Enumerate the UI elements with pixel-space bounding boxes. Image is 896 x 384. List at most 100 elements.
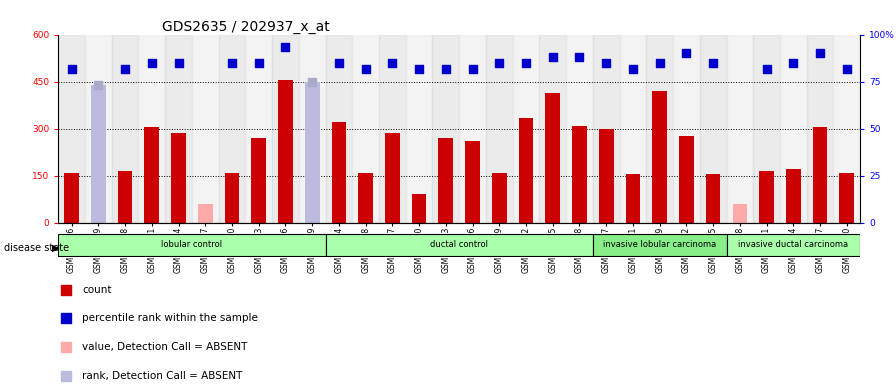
- Bar: [91, 182, 106, 223]
- Point: [546, 53, 560, 60]
- Point: [573, 53, 587, 60]
- Bar: [539, 35, 566, 223]
- Bar: [700, 35, 727, 223]
- Point: [439, 66, 453, 72]
- Point: [279, 44, 293, 50]
- Bar: [325, 233, 593, 256]
- Bar: [813, 127, 827, 223]
- Bar: [754, 35, 780, 223]
- Bar: [225, 172, 239, 223]
- Point: [118, 66, 133, 72]
- Point: [252, 60, 266, 66]
- Bar: [299, 35, 325, 223]
- Bar: [733, 204, 747, 223]
- Text: invasive ductal carcinoma: invasive ductal carcinoma: [738, 240, 849, 249]
- Bar: [679, 136, 694, 223]
- Point: [760, 66, 774, 72]
- Text: lobular control: lobular control: [161, 240, 222, 249]
- Point: [519, 60, 533, 66]
- Bar: [486, 35, 513, 223]
- Text: disease state: disease state: [4, 243, 70, 253]
- Point: [385, 60, 400, 66]
- Bar: [332, 122, 346, 223]
- Bar: [85, 35, 112, 223]
- Bar: [144, 127, 159, 223]
- Bar: [546, 93, 560, 223]
- Bar: [117, 171, 133, 223]
- Bar: [599, 129, 614, 223]
- Text: GDS2635 / 202937_x_at: GDS2635 / 202937_x_at: [162, 20, 331, 33]
- Bar: [706, 174, 720, 223]
- Bar: [625, 174, 641, 223]
- Bar: [305, 180, 320, 223]
- Point: [144, 60, 159, 66]
- Bar: [278, 80, 293, 223]
- Bar: [593, 35, 620, 223]
- Bar: [727, 233, 860, 256]
- Point: [465, 66, 479, 72]
- Point: [840, 66, 854, 72]
- Point: [706, 60, 720, 66]
- Bar: [58, 35, 85, 223]
- Point: [528, 250, 542, 256]
- Bar: [385, 133, 400, 223]
- Point: [412, 66, 426, 72]
- Bar: [833, 35, 860, 223]
- Bar: [492, 172, 506, 223]
- Bar: [91, 85, 106, 223]
- Point: [171, 60, 185, 66]
- Bar: [566, 35, 593, 223]
- Bar: [112, 35, 138, 223]
- Bar: [513, 35, 539, 223]
- Bar: [65, 172, 79, 223]
- Bar: [673, 35, 700, 223]
- Point: [358, 66, 373, 72]
- Bar: [652, 91, 667, 223]
- Bar: [412, 195, 426, 223]
- Bar: [379, 35, 406, 223]
- Bar: [358, 172, 373, 223]
- Point: [332, 60, 346, 66]
- Point: [492, 60, 506, 66]
- Point: [625, 66, 640, 72]
- Text: value, Detection Call = ABSENT: value, Detection Call = ABSENT: [82, 342, 248, 352]
- Text: ▶: ▶: [52, 243, 59, 253]
- Bar: [252, 138, 266, 223]
- Text: count: count: [82, 285, 112, 295]
- Bar: [840, 172, 854, 223]
- Bar: [165, 35, 192, 223]
- Bar: [806, 35, 833, 223]
- Point: [91, 82, 106, 88]
- Point: [786, 60, 800, 66]
- Bar: [272, 35, 299, 223]
- Bar: [406, 35, 433, 223]
- Bar: [325, 35, 352, 223]
- Text: percentile rank within the sample: percentile rank within the sample: [82, 313, 258, 323]
- Text: ductal control: ductal control: [430, 240, 488, 249]
- Bar: [727, 35, 754, 223]
- Point: [652, 60, 667, 66]
- Point: [679, 50, 694, 56]
- Bar: [246, 35, 272, 223]
- Bar: [58, 233, 325, 256]
- Bar: [171, 133, 185, 223]
- Bar: [460, 35, 486, 223]
- Point: [305, 79, 319, 85]
- Bar: [465, 141, 480, 223]
- Bar: [593, 233, 727, 256]
- Bar: [138, 35, 165, 223]
- Bar: [438, 138, 453, 223]
- Bar: [573, 126, 587, 223]
- Point: [599, 60, 614, 66]
- Bar: [219, 35, 246, 223]
- Text: rank, Detection Call = ABSENT: rank, Detection Call = ABSENT: [82, 371, 243, 381]
- Bar: [305, 82, 320, 223]
- Bar: [759, 171, 774, 223]
- Bar: [519, 118, 533, 223]
- Point: [65, 66, 79, 72]
- Bar: [619, 35, 646, 223]
- Point: [225, 60, 239, 66]
- Text: invasive lobular carcinoma: invasive lobular carcinoma: [603, 240, 716, 249]
- Bar: [192, 35, 219, 223]
- Bar: [780, 35, 806, 223]
